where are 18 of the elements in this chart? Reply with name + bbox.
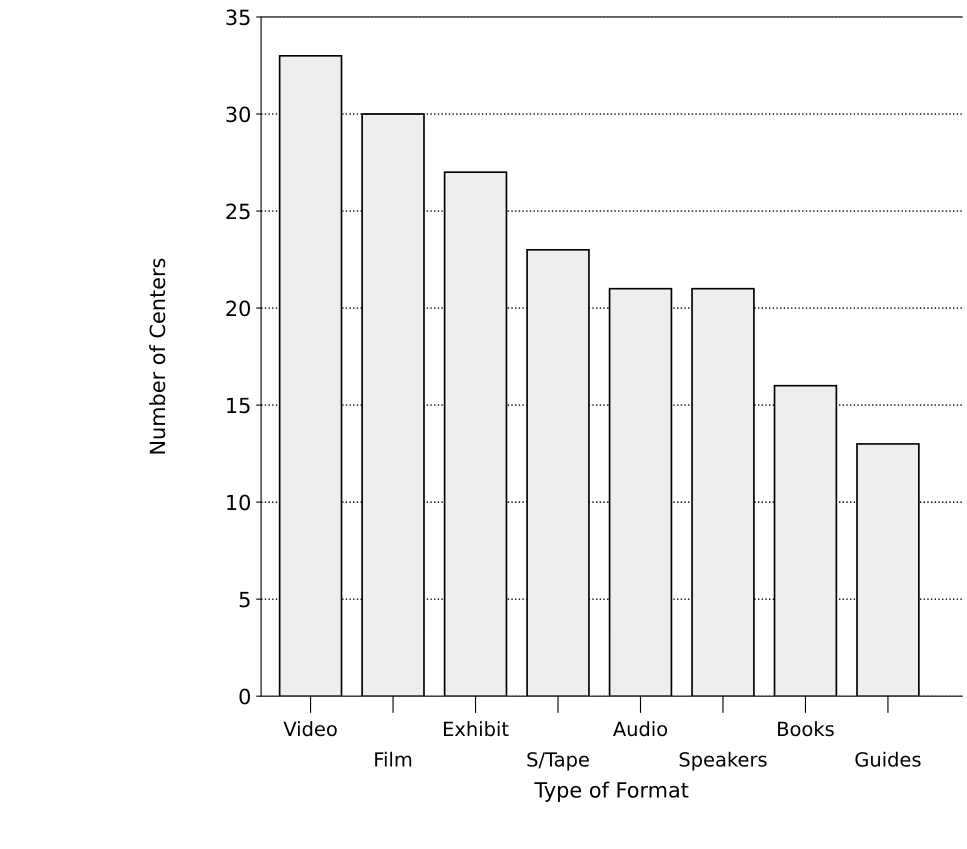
x-tick-label: Speakers (680, 752, 767, 771)
x-tick-label: S/Tape (527, 752, 589, 771)
y-axis-title: Number of Centers (149, 258, 166, 454)
y-tick-label: 5 (240, 592, 250, 608)
y-tick-label: 10 (227, 494, 250, 510)
x-tick-label: Film (375, 752, 412, 767)
y-tick-label: 20 (226, 300, 250, 316)
y-tick-label: 15 (227, 398, 250, 414)
x-tick-label: Books (778, 721, 834, 736)
x-tick-label: Exhibit (444, 721, 509, 736)
x-tick-label: Audio (613, 721, 668, 736)
y-tick-label: 35 (226, 9, 250, 26)
y-tick-label: 30 (226, 106, 250, 122)
y-tick-label: 0 (239, 688, 250, 704)
x-tick-label: Guides (855, 752, 921, 767)
x-axis-title: Type of Format (534, 782, 688, 802)
y-tick-label: 25 (226, 203, 250, 220)
x-tick-label: Video (283, 721, 337, 736)
